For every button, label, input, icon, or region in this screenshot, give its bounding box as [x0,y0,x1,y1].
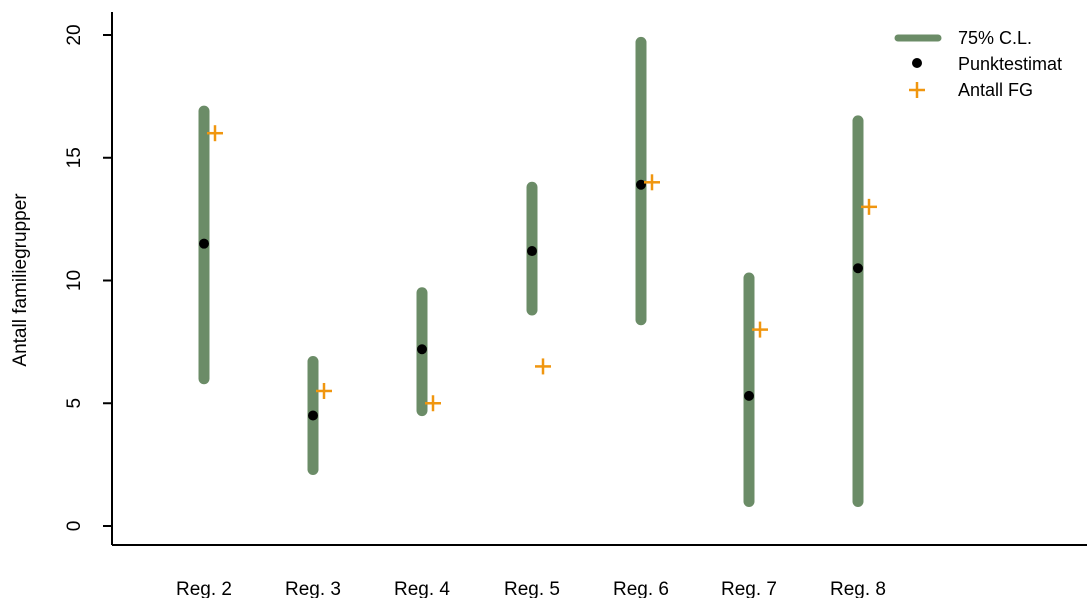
y-tick-label: 20 [64,24,85,45]
confidence-intervals [198,36,864,507]
point-estimate [636,179,646,190]
category-label: Reg. 8 [830,579,886,598]
legend-label-interval: 75% C.L. [958,28,1032,48]
antall-fg-marker [861,198,877,215]
category-label: Reg. 5 [504,579,560,598]
point-estimate [744,390,754,401]
point-estimates [199,179,863,421]
y-ticks: 0 5 10 15 20 [64,24,112,531]
category-label: Reg. 3 [285,579,341,598]
category-label: Reg. 4 [394,579,450,598]
point-estimate [853,263,863,274]
axes: 0 5 10 15 20 [64,12,1087,546]
legend-swatch-plus [909,82,925,98]
point-estimate [199,238,209,249]
antall-fg-marker [425,395,441,412]
antall-fg-marker [752,321,768,338]
y-tick-label: 10 [64,270,85,291]
legend-label-point: Punktestimat [958,54,1062,74]
antall-fg-markers [207,125,877,412]
category-label: Reg. 6 [613,579,669,598]
antall-fg-marker [644,174,660,191]
y-tick-label: 0 [64,521,85,532]
antall-fg-marker [535,358,551,375]
category-labels: Reg. 2 Reg. 3 Reg. 4 Reg. 5 Reg. 6 Reg. 7 Reg.… [176,579,886,598]
point-estimate [527,246,537,257]
legend-swatch-point [912,58,922,68]
y-tick-label: 5 [64,398,85,409]
point-estimate [308,410,318,421]
antall-fg-marker [207,125,223,142]
point-estimate [417,344,427,355]
y-axis-title: Antall familiegrupper [10,193,31,367]
y-tick-label: 15 [64,147,85,168]
category-label: Reg. 7 [721,579,777,598]
category-label: Reg. 2 [176,579,232,598]
antall-fg-marker [316,382,332,399]
legend: 75% C.L. Punktestimat Antall FG [894,28,1062,100]
legend-label-plus: Antall FG [958,80,1033,100]
